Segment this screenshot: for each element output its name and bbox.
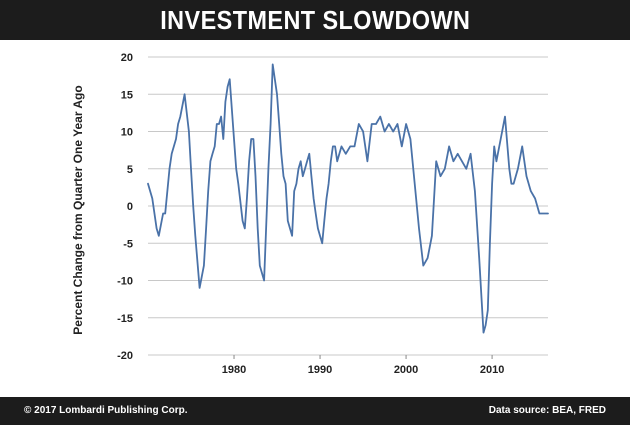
x-tick-label: 2000 <box>394 364 418 376</box>
x-tick-label: 2010 <box>480 364 504 376</box>
y-tick-label: 0 <box>127 201 133 213</box>
y-tick-label: 20 <box>121 52 133 64</box>
y-tick-label: -10 <box>117 276 133 288</box>
line-chart: 20 15 10 5 0 -5 -10 -15 -20 1980 1990 2000 2010 Per… <box>71 52 549 376</box>
title-bar: INVESTMENT SLOWDOWN <box>0 0 630 40</box>
y-axis-title: Percent Change from Quarter One Year Ago <box>71 85 85 334</box>
x-tick-label: 1980 <box>222 364 246 376</box>
y-tick-label: -15 <box>117 313 133 325</box>
x-axis-ticks: 1980 1990 2000 2010 <box>222 355 504 376</box>
chart-title: INVESTMENT SLOWDOWN <box>159 4 471 35</box>
x-tick-label: 1990 <box>308 364 332 376</box>
y-tick-label: 5 <box>127 164 133 176</box>
y-tick-label: -5 <box>123 238 133 250</box>
y-tick-label: 10 <box>121 127 133 139</box>
series-line <box>147 63 549 334</box>
copyright-text: © 2017 Lombardi Publishing Corp. <box>24 405 188 416</box>
y-axis-ticks: 20 15 10 5 0 -5 -10 -15 -20 <box>117 52 133 362</box>
y-tick-label: -20 <box>117 350 133 362</box>
y-tick-label: 15 <box>121 89 133 101</box>
footer-bar: © 2017 Lombardi Publishing Corp. Data so… <box>0 397 630 425</box>
data-source-text: Data source: BEA, FRED <box>488 405 606 416</box>
